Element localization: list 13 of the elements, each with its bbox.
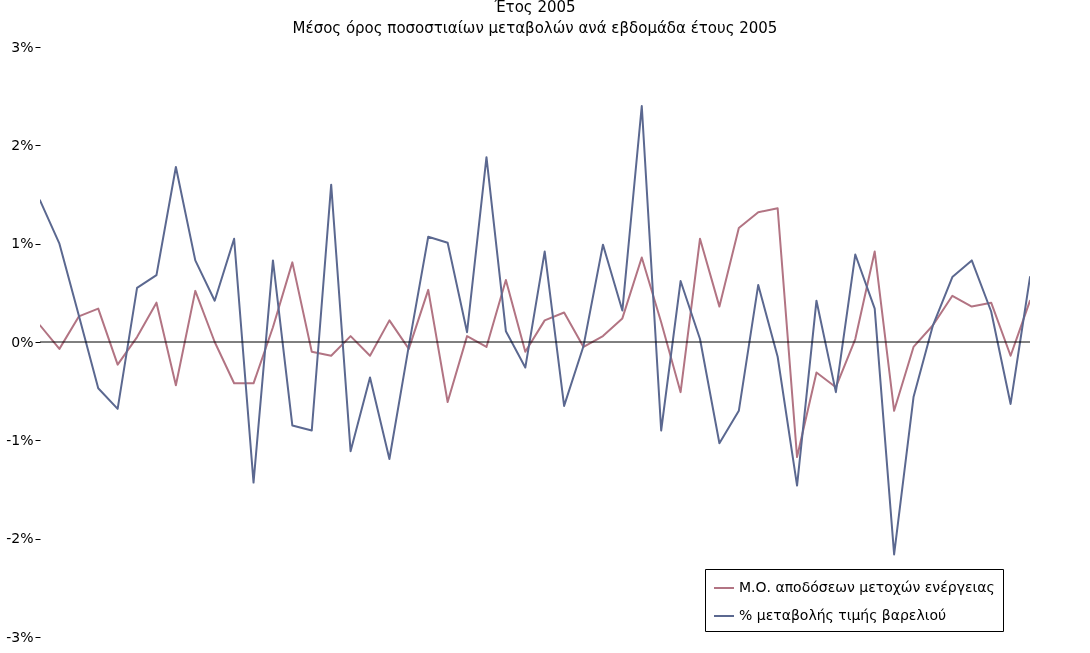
line-series (40, 105, 1030, 556)
y-tick-label: -2% (6, 530, 34, 547)
chart-subtitle: Μέσος όρος ποσοστιαίων μεταβολών ανά εβδομάδα έτους 2005 (292, 19, 778, 37)
y-tick-label: 2% (11, 136, 34, 153)
y-tick-label: 0% (11, 333, 34, 350)
line-series (40, 207, 1030, 459)
y-tick-label: 1% (11, 235, 34, 252)
legend-label: % μεταβολής τιμής βαρελιού (739, 607, 947, 623)
chart-title: Έτος 2005 (493, 0, 576, 16)
legend-label: Μ.Ο. αποδόσεων μετοχών ενέργειας (739, 579, 995, 595)
y-tick-label: -1% (6, 431, 34, 448)
y-tick-label: -3% (6, 628, 34, 645)
y-tick-label: 3% (11, 38, 34, 55)
